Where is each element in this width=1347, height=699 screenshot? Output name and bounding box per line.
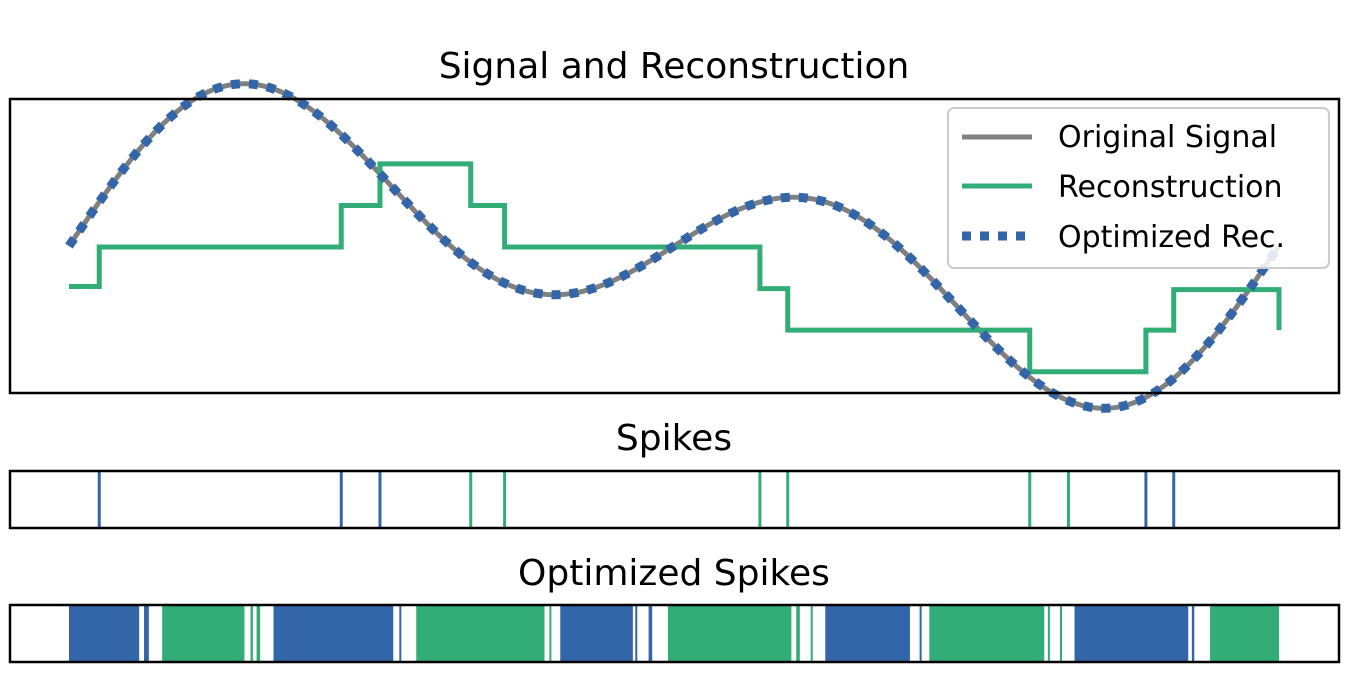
spike-band-21 <box>1191 605 1195 662</box>
signal-plot-frame <box>8 97 1341 395</box>
spike-band-17 <box>929 605 1045 662</box>
spikes-plot-area <box>97 471 1176 528</box>
spike-band-10 <box>635 605 638 662</box>
legend-label-optimized: Optimized Rec. <box>1058 220 1285 255</box>
signal-plot-title: Signal and Reconstruction <box>439 46 910 87</box>
legend-label-reconstruction: Reconstruction <box>1058 170 1283 205</box>
spike-band-15 <box>825 605 910 662</box>
spike-band-8 <box>549 605 552 662</box>
optimized-reconstruction-line <box>65 79 1283 413</box>
spike-band-7 <box>416 605 545 662</box>
spike-band-2 <box>162 605 245 662</box>
optimized-spikes-plot-frame <box>8 603 1341 664</box>
spike-band-13 <box>796 605 800 662</box>
spike-band-14 <box>810 605 813 662</box>
spike-band-9 <box>560 605 633 662</box>
spikes-plot-title: Spikes <box>616 418 732 459</box>
spike-band-11 <box>648 605 653 662</box>
spike-band-4 <box>256 605 261 662</box>
legend-box <box>947 107 1330 269</box>
optimized-spikes-plot-title: Optimized Spikes <box>518 553 830 594</box>
spike-band-6 <box>399 605 402 662</box>
legend: Original Signal Reconstruction Optimized… <box>947 107 1330 269</box>
spike-band-3 <box>250 605 253 662</box>
spikes-plot-frame <box>8 469 1341 530</box>
spike-band-16 <box>919 605 922 662</box>
spike-band-5 <box>273 605 394 662</box>
spike-band-20 <box>1074 605 1189 662</box>
signal-plot-area <box>65 79 1283 413</box>
optimized-spikes-plot-area <box>69 605 1279 662</box>
spike-band-22 <box>1210 605 1279 662</box>
spike-band-18 <box>1047 605 1050 662</box>
spike-band-1 <box>144 605 149 662</box>
spike-band-12 <box>667 605 792 662</box>
reconstruction-line <box>68 161 1282 375</box>
spike-band-19 <box>1059 605 1062 662</box>
legend-label-original: Original Signal <box>1058 120 1277 155</box>
spike-band-0 <box>69 605 140 662</box>
